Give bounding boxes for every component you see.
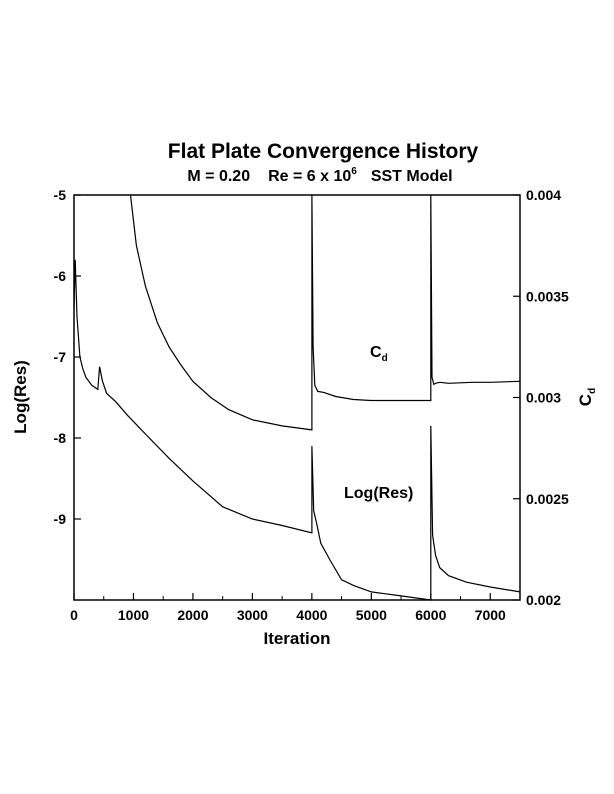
x-tick-label: 4000 bbox=[296, 607, 327, 623]
y-left-axis-label: Log(Res) bbox=[11, 360, 30, 434]
y-right-tick-label: 0.0025 bbox=[526, 491, 569, 507]
series-log-res-line bbox=[73, 259, 521, 601]
subtitle-mach: M = 0.20 bbox=[187, 168, 250, 185]
subtitle-re: Re = 6 x 10 bbox=[268, 168, 351, 185]
annotation-cd: Cd bbox=[370, 344, 388, 364]
x-tick-label: 1000 bbox=[118, 607, 149, 623]
chart-subtitle: M = 0.20 Re = 6 x 106 SST Model bbox=[187, 166, 452, 185]
y-left-tick-label: -7 bbox=[54, 349, 67, 365]
annotation-log-res: Log(Res) bbox=[344, 485, 413, 502]
plot-frame bbox=[73, 194, 521, 601]
y-right-label-sub: d bbox=[587, 388, 598, 394]
y-left-ticks: -5 -6 -7 -8 -9 bbox=[54, 187, 81, 527]
y-right-ticks: 0.004 0.0035 0.003 0.0025 0.002 bbox=[513, 187, 569, 608]
series-cd-line bbox=[129, 194, 521, 431]
y-right-label-base: C bbox=[576, 394, 595, 406]
annotation-cd-base: C bbox=[370, 344, 382, 361]
y-left-tick-label: -6 bbox=[54, 268, 67, 284]
chart-title: Flat Plate Convergence History bbox=[168, 140, 479, 163]
y-right-tick-label: 0.003 bbox=[526, 390, 561, 406]
y-right-axis-label: Cd bbox=[576, 388, 598, 406]
y-left-tick-label: -9 bbox=[54, 511, 67, 527]
x-tick-label: 3000 bbox=[237, 607, 268, 623]
subtitle-model: SST Model bbox=[371, 168, 453, 185]
y-right-tick-label: 0.004 bbox=[526, 187, 561, 203]
x-tick-label: 2000 bbox=[177, 607, 208, 623]
annotation-cd-sub: d bbox=[382, 353, 388, 364]
y-right-tick-label: 0.0035 bbox=[526, 288, 569, 304]
x-ticks: 0 1000 2000 3000 4000 5000 6000 7000 bbox=[70, 593, 506, 623]
y-right-tick-label: 0.002 bbox=[526, 592, 561, 608]
x-axis-label: Iteration bbox=[263, 629, 330, 648]
x-tick-label: 6000 bbox=[415, 607, 446, 623]
y-left-tick-label: -8 bbox=[54, 430, 67, 446]
subtitle-re-exponent: 6 bbox=[351, 166, 357, 177]
x-tick-label: 0 bbox=[70, 607, 78, 623]
y-left-tick-label: -5 bbox=[54, 187, 67, 203]
x-tick-label: 5000 bbox=[356, 607, 387, 623]
x-tick-label: 7000 bbox=[475, 607, 506, 623]
series-group bbox=[73, 194, 521, 601]
